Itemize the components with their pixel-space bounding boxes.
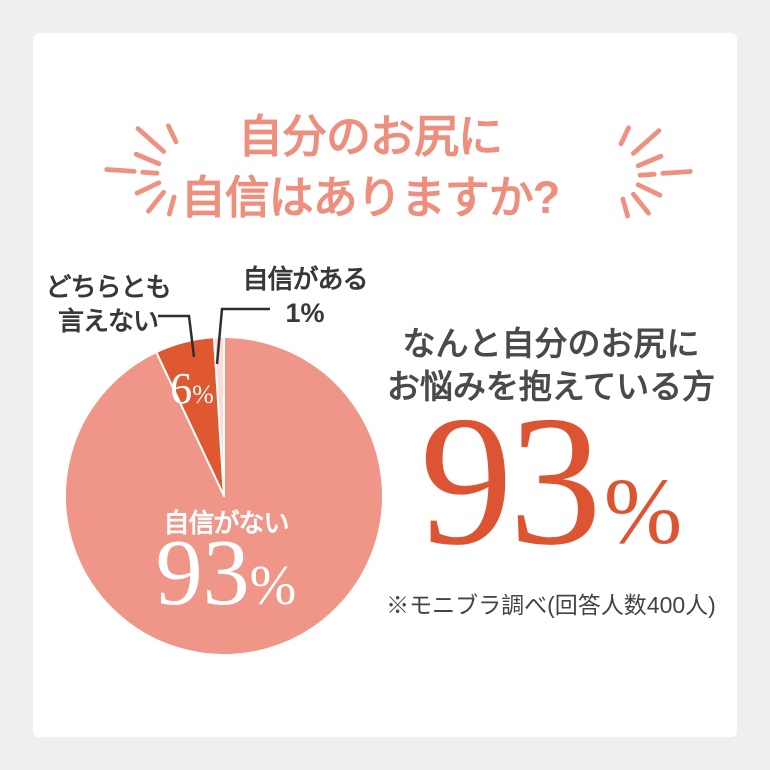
pie-slice-neutral-value: 6% xyxy=(150,367,234,411)
callout-confident-line-1: 自信がある xyxy=(242,264,368,294)
no-confidence-percent-number: 93 xyxy=(155,521,250,625)
pie-slice-no-confidence-value: 93% xyxy=(116,526,336,620)
title-line-1: 自分のお尻に xyxy=(237,111,503,162)
leader-line-confident xyxy=(215,307,270,365)
highlight-percent-number: 93 xyxy=(419,378,602,584)
survey-source-note: ※モニブラ調べ(回答人数400人) xyxy=(386,592,716,618)
callout-neutral-line-1: どちらとも xyxy=(45,272,171,302)
callout-confident-label: 自信がある 1% xyxy=(225,262,385,330)
callout-neutral-label: どちらとも 言えない xyxy=(28,270,188,338)
highlight-percent-sign: % xyxy=(603,460,683,564)
no-confidence-percent-sign: % xyxy=(249,555,297,617)
highlight-heading-line-2: お悩みを抱えている方 xyxy=(386,368,716,405)
callout-neutral-line-2: 言えない xyxy=(57,306,159,336)
leader-line-neutral xyxy=(158,314,196,358)
callout-confident-value: 1% xyxy=(225,296,385,330)
neutral-percent-number: 6 xyxy=(170,364,193,413)
burst-decoration-left-icon xyxy=(104,123,179,217)
confident-percent-number: 1 xyxy=(285,298,301,328)
highlight-heading-line-1: なんと自分のお尻に xyxy=(402,325,700,362)
neutral-percent-sign: % xyxy=(192,380,214,409)
confident-percent-sign: % xyxy=(300,298,325,328)
pie-slice-no-confidence-label: 自信がない xyxy=(163,508,289,538)
highlight-value: 93% xyxy=(361,388,741,574)
pie-chart xyxy=(64,336,384,656)
burst-decoration-right-icon xyxy=(618,125,693,219)
title-line-2: 自信はありますか? xyxy=(180,172,561,223)
highlight-heading: なんと自分のお尻に お悩みを抱えている方 xyxy=(361,322,741,408)
page-title: 自分のお尻に 自信はありますか? xyxy=(135,106,605,228)
